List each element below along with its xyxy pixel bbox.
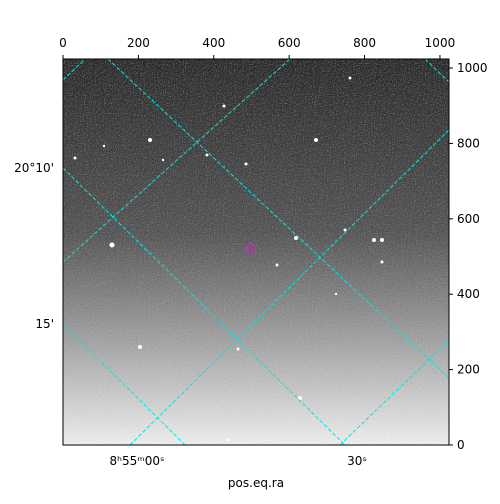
coordinate-grid — [63, 59, 449, 445]
ra-tick-label: 8ʰ55ᵐ00ˢ — [110, 454, 165, 468]
y-tick-label: 400 — [457, 287, 480, 301]
y-tick-label: 200 — [457, 363, 480, 377]
dec-tick-label: 15' — [35, 317, 54, 331]
x-tick-label: 1000 — [425, 36, 456, 50]
x-tick-label: 400 — [202, 36, 225, 50]
y-tick-label: 0 — [457, 438, 465, 452]
target-marker — [245, 242, 257, 254]
sky-image — [63, 59, 449, 445]
x-tick-label: 800 — [353, 36, 376, 50]
dec-tick-label: 20°10' — [14, 161, 54, 175]
y-tick-label: 1000 — [457, 61, 488, 75]
x-tick-label: 0 — [59, 36, 67, 50]
x-tick-label: 600 — [278, 36, 301, 50]
y-tick-label: 800 — [457, 136, 480, 150]
axes-frame — [62, 58, 450, 446]
ra-tick-label: 30ˢ — [347, 454, 367, 468]
x-tick-label: 200 — [127, 36, 150, 50]
x-axis-label: pos.eq.ra — [228, 476, 284, 490]
y-tick-label: 600 — [457, 212, 480, 226]
